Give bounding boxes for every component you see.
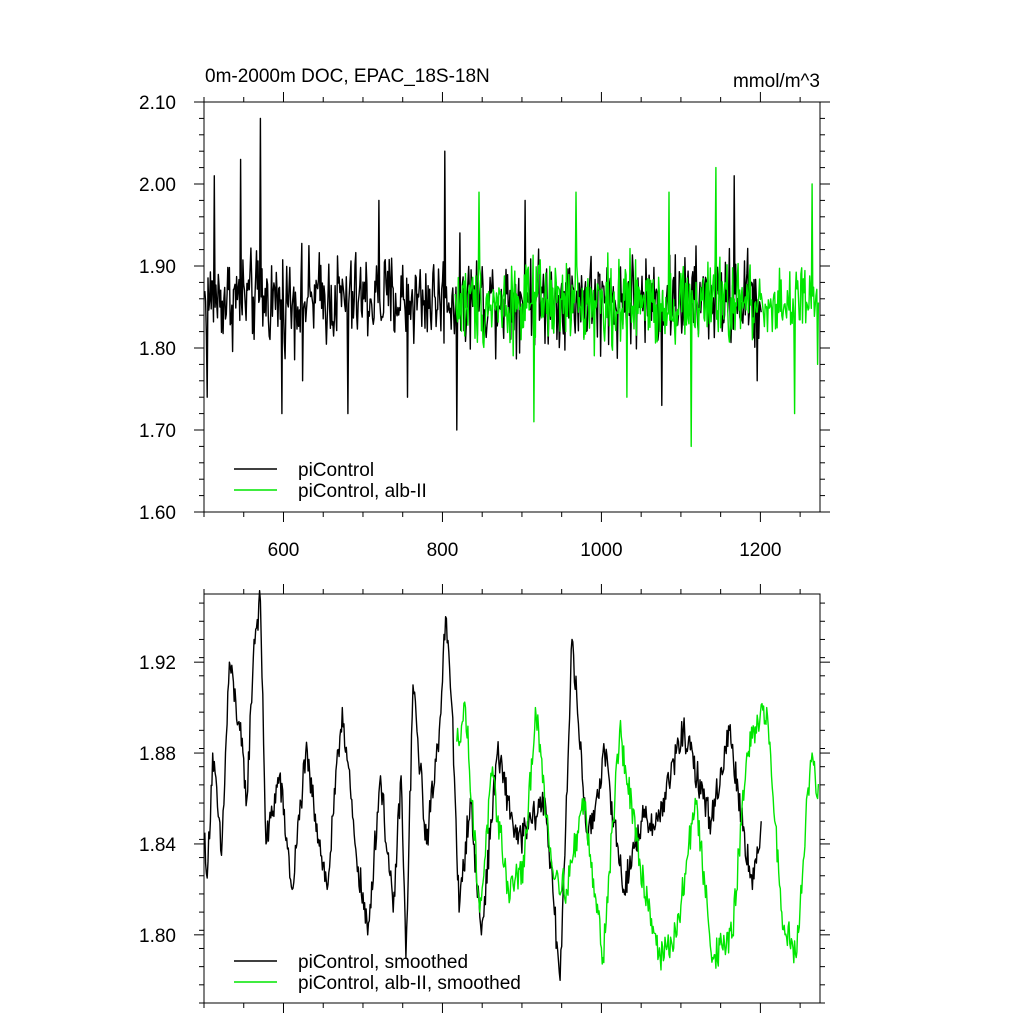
bottom-y-tick-label: 1.84	[139, 835, 176, 856]
top-axes: 600 800 1000 1200 1.60 1.70 1.80 1.90 2.00 2.10	[139, 92, 830, 561]
bottom-y-tick-label: 1.92	[139, 653, 176, 674]
bottom-legend-label: piControl, alb-II, smoothed	[298, 973, 521, 994]
top-y-tick-label: 1.90	[139, 257, 176, 278]
bottom-y-tick-label: 1.80	[139, 926, 176, 947]
top-x-tick-label: 800	[427, 540, 459, 561]
top-plot-frame	[203, 101, 821, 513]
top-y-tick-label: 2.10	[139, 93, 176, 114]
bottom-plot-frame	[203, 593, 821, 1004]
top-panel-title: 0m-2000m DOC, EPAC_18S-18N	[205, 66, 490, 87]
top-y-tick-label: 2.00	[139, 175, 176, 196]
bottom-y-tick-label: 1.88	[139, 744, 176, 765]
bottom-axes: 1.80 1.84 1.88 1.92	[139, 584, 830, 1013]
top-panel: 0m-2000m DOC, EPAC_18S-18N mmol/m^3 600 8…	[139, 66, 830, 561]
top-y-tick-label: 1.60	[139, 503, 176, 524]
top-x-tick-label: 1200	[739, 540, 781, 561]
top-y-tick-label: 1.70	[139, 421, 176, 442]
top-x-tick-label: 600	[268, 540, 300, 561]
top-legend-label: piControl	[298, 460, 374, 481]
top-series-line-alb-ii	[454, 166, 820, 448]
bottom-panel: 1.80 1.84 1.88 1.92 piControl, smoothedpiCo…	[139, 584, 830, 1013]
bottom-series-line-alb-ii	[456, 701, 820, 971]
bottom-series-group	[204, 590, 820, 981]
bottom-series-line-picontrol	[204, 590, 762, 981]
top-panel-units: mmol/m^3	[733, 71, 820, 92]
top-series-group	[204, 117, 820, 448]
top-y-tick-label: 1.80	[139, 339, 176, 360]
top-series-line-picontrol	[204, 117, 762, 431]
top-x-tick-label: 1000	[580, 540, 622, 561]
top-legend-label: piControl, alb-II	[298, 481, 427, 502]
bottom-legend-label: piControl, smoothed	[298, 952, 468, 973]
